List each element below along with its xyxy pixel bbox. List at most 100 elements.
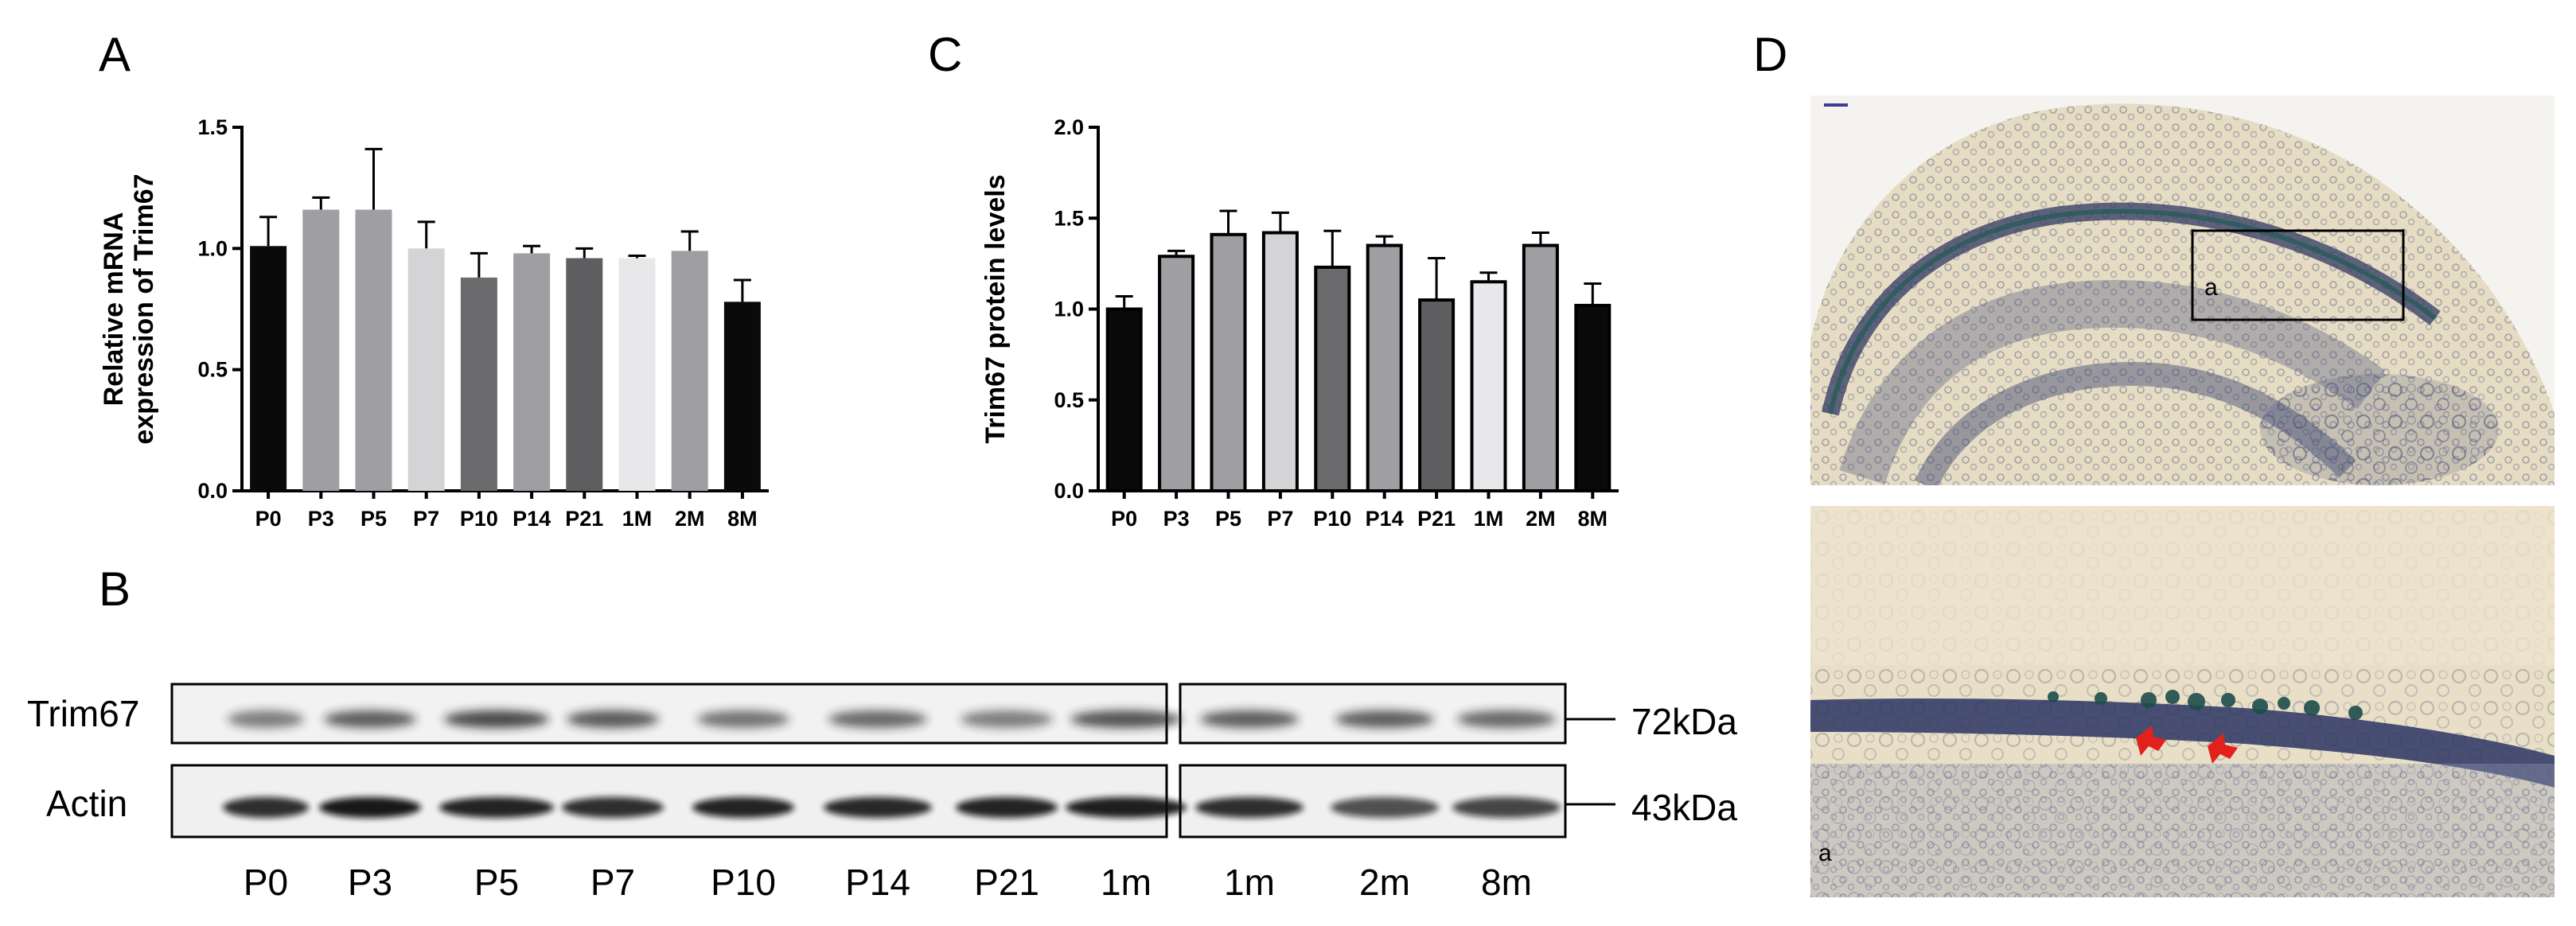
x-tick-label: P21 [565, 507, 603, 531]
lane-label: P7 [590, 862, 636, 903]
micrograph-magnified [1810, 506, 2555, 897]
bar-1m [1470, 271, 1507, 492]
bar-p0 [1105, 295, 1143, 492]
x-tick-label: P3 [308, 507, 334, 531]
x-tick-label: 8M [727, 507, 758, 531]
x-tick-label: P7 [413, 507, 439, 531]
red-arrow-2 [2208, 733, 2238, 764]
y-tick-label: 1.0 [197, 236, 228, 260]
bar-p5 [355, 147, 392, 491]
band-trim67 [324, 710, 416, 728]
band-trim67 [1457, 710, 1556, 728]
lane-label: 2m [1359, 862, 1410, 903]
x-tick-label: P0 [255, 507, 282, 531]
lane-label: P14 [845, 862, 910, 903]
x-tick-label: P14 [512, 507, 551, 531]
bar [1418, 298, 1456, 493]
lane-label: 1m [1224, 862, 1275, 903]
bar [566, 258, 603, 491]
bar-8m [723, 278, 761, 491]
bar [1210, 232, 1247, 492]
bar [1366, 243, 1403, 492]
chart-c-protein-levels: 0.0 0.5 1.0 1.5 2.0 P0 P3 P5 P7 P10 P14 P21 1M 2M 8M Tr… [980, 115, 1619, 531]
bar [671, 251, 708, 491]
band-actin [1195, 797, 1304, 818]
x-tick-label: 2M [1526, 507, 1556, 531]
bar-1m [618, 254, 656, 491]
band-trim67 [1200, 710, 1299, 728]
bar [1574, 303, 1611, 492]
band-actin [1066, 797, 1187, 818]
x-tick-label: P10 [460, 507, 498, 531]
y-tick-label: 0.5 [1054, 388, 1084, 412]
lane-label: 8m [1481, 862, 1532, 903]
lane-label: P3 [347, 862, 393, 903]
y-axis-label: Trim67 protein levels [980, 174, 1011, 443]
bar-p3 [302, 196, 340, 491]
band-actin [562, 797, 664, 818]
bar [407, 248, 445, 491]
y-axis-label: Relative mRNA [99, 212, 129, 407]
bar [355, 209, 392, 491]
micrograph-overview [1810, 95, 2555, 485]
band-trim67 [697, 710, 789, 728]
bar-p14 [513, 244, 551, 491]
x-tick-label: P10 [1313, 507, 1351, 531]
x-tick-label: 8M [1578, 507, 1608, 531]
band-actin [223, 797, 309, 818]
marker-label-43kda: 43kDa [1631, 787, 1737, 828]
lane-label: 1m [1101, 862, 1152, 903]
band-actin [319, 797, 421, 818]
bar-p7 [407, 220, 445, 491]
y-tick-label: 0.0 [1054, 479, 1084, 503]
bar [723, 302, 761, 491]
lane-label: P0 [243, 862, 289, 903]
y-axis-label: expression of Trim67 [129, 173, 159, 444]
band-actin [1331, 797, 1439, 818]
bar [250, 246, 287, 491]
x-tick-label: 1M [622, 507, 653, 531]
band-trim67 [444, 710, 549, 728]
band-trim67 [567, 710, 659, 728]
bar-p7 [1261, 211, 1299, 492]
x-tick-label: P5 [1215, 507, 1241, 531]
chart-a-mrna-expression: 0.0 0.5 1.0 1.5 P0 P3 P5 P7 P10 P14 P21 1M 2M 8M Relat… [99, 115, 769, 531]
bar [1261, 231, 1299, 492]
magnified-label: a [1818, 840, 1832, 866]
band-actin [692, 797, 794, 818]
band-actin [439, 797, 554, 818]
lane-label: P21 [974, 862, 1039, 903]
bar-2m [671, 230, 708, 491]
y-tick-label: 1.0 [1054, 298, 1084, 321]
panel-label-c: C [928, 28, 963, 81]
band-actin [824, 797, 932, 818]
bar [460, 277, 497, 491]
bar-p0 [250, 216, 287, 491]
y-tick-label: 2.0 [1054, 115, 1084, 139]
lane-label: P5 [474, 862, 520, 903]
bar-p21 [1418, 257, 1456, 493]
x-tick-label: 1M [1474, 507, 1504, 531]
y-tick-label: 1.5 [197, 115, 228, 139]
inset-box-label: a [2204, 274, 2218, 301]
bar-p10 [460, 251, 497, 491]
band-trim67 [228, 710, 304, 728]
bar [302, 209, 340, 491]
bar [1105, 307, 1143, 492]
x-tick-label: P7 [1267, 507, 1293, 531]
red-arrow-1 [2136, 726, 2166, 756]
band-actin [956, 797, 1058, 818]
bar [1522, 243, 1559, 492]
bar-p5 [1210, 209, 1247, 492]
x-tick-label: P5 [360, 507, 387, 531]
lane-label: P10 [711, 862, 776, 903]
x-tick-label: P21 [1417, 507, 1456, 531]
bar-p21 [566, 247, 603, 491]
panel-label-d: D [1753, 28, 1788, 81]
x-tick-label: P0 [1111, 507, 1137, 531]
panel-label-b: B [99, 562, 131, 616]
bar [618, 258, 656, 491]
x-tick-label: P3 [1163, 507, 1190, 531]
